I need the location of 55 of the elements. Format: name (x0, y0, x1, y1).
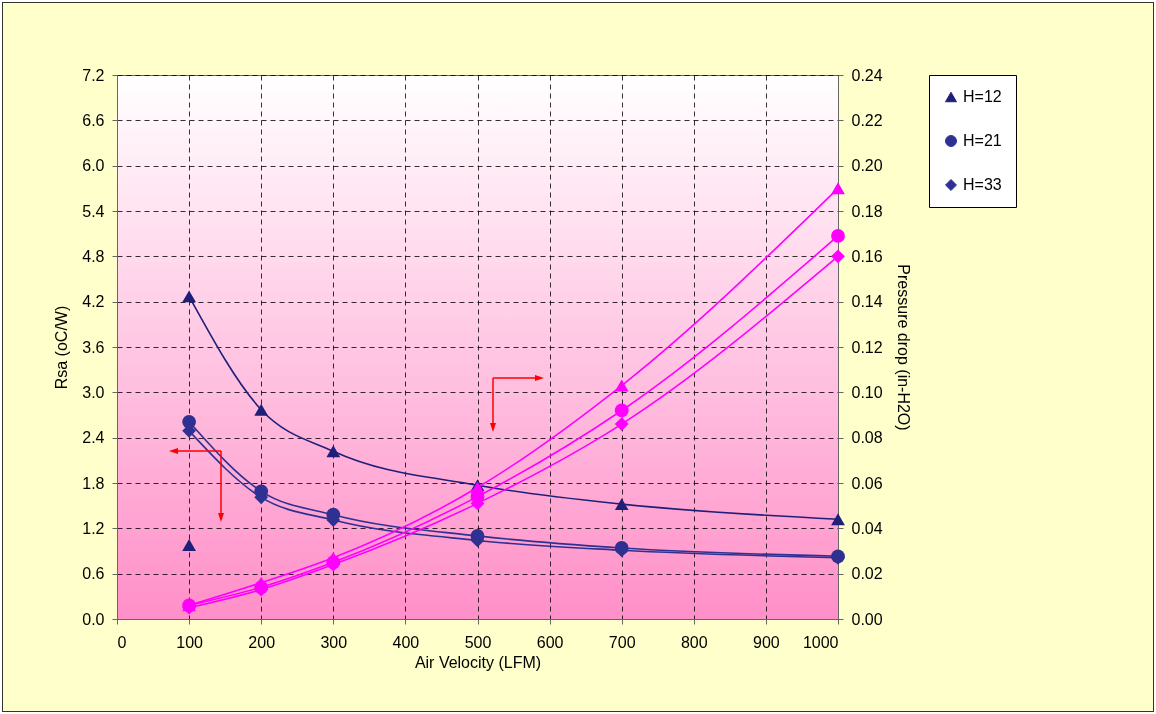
y-tick-label: 6.6 (82, 111, 105, 129)
point (614, 417, 629, 431)
point (614, 403, 629, 418)
point (831, 513, 845, 526)
y-axis-title: Rsa (oC/W) (53, 305, 71, 390)
legend-label: H=12 (963, 88, 1002, 105)
y-tick-label: 6.0 (82, 157, 105, 175)
y2-tick-label: 0.08 (851, 429, 883, 447)
y2-tick-label: 0.16 (851, 247, 883, 265)
y-tick-label: 0.6 (82, 565, 105, 583)
x-tick-label: 100 (176, 633, 204, 651)
legend-label: H=33 (963, 176, 1002, 193)
y2-tick-label: 0.12 (851, 338, 883, 356)
y2-tick-label: 0.00 (851, 610, 883, 628)
y2-tick-label: 0.10 (851, 383, 883, 401)
legend-label: H=21 (963, 132, 1002, 149)
y-tick-label: 1.2 (82, 519, 105, 537)
x-tick-label: 800 (680, 633, 708, 651)
y2-tick-label: 0.22 (851, 111, 883, 129)
y2-tick-label: 0.14 (851, 293, 883, 311)
y2-tick-label: 0.20 (851, 157, 883, 175)
point (831, 182, 845, 195)
y2-tick-label: 0.18 (851, 202, 883, 220)
x-tick-label: 0 (117, 633, 127, 651)
y2-tick-label: 0.04 (851, 519, 883, 537)
x-tick-label: 400 (392, 633, 420, 651)
point (831, 229, 845, 243)
point (614, 379, 629, 392)
y-tick-label: 3.6 (82, 338, 105, 356)
y-tick-label: 7.2 (82, 66, 105, 84)
y-tick-label: 2.4 (82, 429, 105, 447)
x-tick-label: 300 (320, 633, 348, 651)
point (254, 403, 269, 416)
y-tick-label: 0.0 (82, 610, 105, 628)
x-tick-label: 500 (464, 633, 492, 651)
y-tick-label: 4.2 (82, 293, 105, 311)
point (614, 498, 629, 511)
x-tick-label: 1000 (802, 633, 839, 651)
x-axis-title: Air Velocity (LFM) (414, 653, 542, 671)
y2-tick-label: 0.02 (851, 565, 883, 583)
x-tick-label: 200 (248, 633, 276, 651)
y-tick-label: 5.4 (82, 202, 105, 220)
point (326, 445, 341, 458)
y2-tick-label: 0.24 (851, 66, 883, 84)
x-tick-label: 700 (608, 633, 636, 651)
point (182, 290, 196, 303)
point (831, 249, 845, 264)
y-tick-label: 3.0 (82, 383, 105, 401)
x-tick-label: 600 (536, 633, 564, 651)
y-tick-label: 4.8 (82, 247, 105, 265)
point (182, 538, 196, 551)
y2-tick-label: 0.06 (851, 474, 883, 492)
y-tick-label: 1.8 (82, 474, 105, 492)
y2-axis-title: Pressure drop (in-H2O) (894, 264, 912, 431)
x-tick-label: 900 (753, 633, 780, 651)
